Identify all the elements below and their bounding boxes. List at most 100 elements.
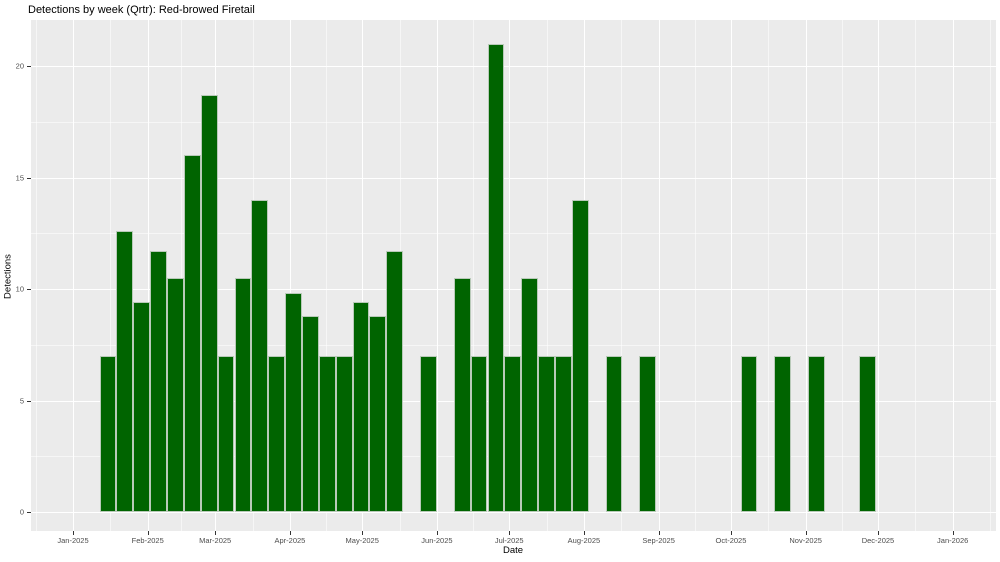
bar [555, 355, 572, 512]
bar [470, 355, 488, 512]
x-tick-mark [952, 531, 954, 535]
gridline-x-minor [326, 20, 328, 531]
x-tick-mark [583, 531, 585, 535]
bar [639, 355, 657, 512]
bar [150, 251, 167, 512]
x-tick-label: Jul-2025 [494, 536, 524, 545]
gridline-x-minor [621, 20, 623, 531]
bar [420, 355, 437, 512]
y-tick-label: 20 [15, 61, 24, 71]
gridline-x-minor [841, 20, 843, 531]
bar [318, 355, 336, 512]
x-tick-label: Apr-2025 [274, 536, 306, 545]
gridline-y-major [31, 66, 996, 67]
x-tick-mark [289, 531, 291, 535]
x-tick-mark [147, 531, 149, 535]
bar [521, 277, 539, 512]
bar [99, 355, 117, 512]
gridline-x-major [509, 20, 511, 531]
x-tick-mark [436, 531, 438, 535]
bar [352, 302, 370, 512]
gridline-x-major [73, 20, 74, 531]
bar [858, 355, 876, 512]
y-tick-label: 15 [15, 173, 24, 182]
bar [268, 355, 286, 512]
x-tick-mark [730, 531, 732, 535]
bar [369, 315, 387, 512]
x-tick-mark [805, 531, 807, 535]
bar [453, 277, 471, 512]
gridline-y-major [31, 289, 996, 290]
bar [183, 155, 201, 512]
y-tick-label: 10 [15, 284, 24, 294]
y-tick-mark [27, 289, 31, 290]
bar [504, 355, 522, 512]
gridline-y-minor [31, 121, 996, 123]
bar [740, 355, 758, 512]
gridline-x-major [147, 20, 149, 531]
x-tick-mark [658, 531, 660, 535]
gridline-x-minor [768, 20, 770, 531]
y-axis-title: Detections [2, 254, 14, 299]
gridline-x-minor [694, 20, 696, 531]
plot-panel [31, 20, 996, 531]
x-tick-label: Aug-2025 [567, 536, 601, 545]
gridline-x-minor [915, 20, 917, 531]
gridline-x-major [730, 20, 732, 531]
bar [301, 315, 319, 512]
x-tick-label: Jun-2025 [421, 536, 453, 545]
gridline-x-major [289, 20, 291, 531]
x-tick-mark [362, 531, 364, 535]
x-tick-mark [215, 531, 217, 535]
bar [386, 251, 404, 512]
bar [133, 302, 151, 512]
gridline-y-minor [31, 233, 996, 235]
y-tick-mark [27, 177, 31, 179]
bar [808, 355, 825, 512]
bar [538, 355, 555, 512]
gridline-x-minor [110, 20, 112, 531]
x-tick-label: Feb-2025 [131, 536, 164, 545]
x-axis-title: Date [502, 545, 524, 556]
gridline-y-major [31, 512, 996, 513]
bar [200, 94, 218, 512]
y-tick-mark [27, 400, 31, 402]
x-tick-label: Dec-2025 [861, 536, 895, 545]
bar [774, 355, 792, 512]
gridline-x-minor [181, 20, 183, 531]
gridline-x-minor [473, 20, 475, 531]
y-tick-label: 5 [19, 396, 24, 405]
gridline-x-major [658, 20, 660, 531]
bar [487, 43, 505, 512]
gridline-x-minor [35, 20, 37, 531]
plot-title: Detections by week (Qrtr): Red-browed Fi… [28, 4, 255, 16]
x-tick-label: May-2025 [345, 536, 379, 545]
x-tick-label: Sep-2025 [642, 536, 675, 545]
bar [571, 199, 589, 512]
gridline-x-major [952, 20, 954, 531]
bar [251, 199, 269, 512]
gridline-x-major [877, 20, 879, 531]
gridline-x-minor [546, 20, 548, 531]
gridline-y-major [31, 177, 996, 179]
y-tick-mark [27, 512, 31, 513]
x-tick-mark [877, 531, 879, 535]
bar [167, 277, 184, 512]
bar [217, 355, 235, 512]
x-tick-mark [509, 531, 511, 535]
x-tick-label: Oct-2025 [715, 536, 747, 545]
bar [285, 293, 302, 512]
y-tick-mark [27, 66, 31, 67]
gridline-x-major [436, 20, 438, 531]
x-tick-label: Nov-2025 [789, 536, 822, 545]
gridline-x-major [362, 20, 364, 531]
gridline-y-minor [31, 344, 996, 346]
y-tick-label: 0 [19, 507, 24, 517]
x-tick-label: Mar-2025 [199, 536, 232, 545]
bar [234, 277, 252, 512]
bar [335, 355, 353, 512]
gridline-x-minor [990, 20, 992, 531]
gridline-x-major [805, 20, 807, 531]
x-tick-label: Jan-2026 [937, 536, 969, 545]
